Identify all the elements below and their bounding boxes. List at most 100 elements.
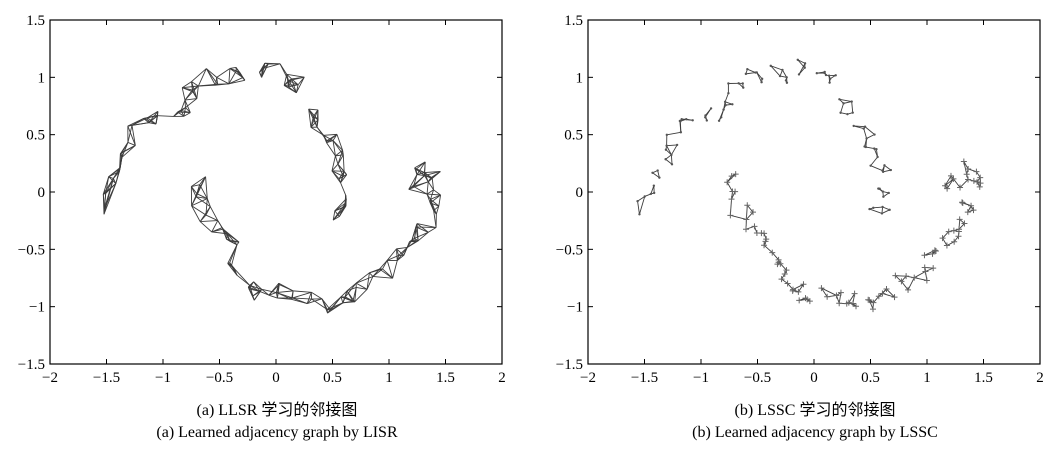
node-plus-marker — [806, 298, 813, 305]
graph-edge — [424, 172, 432, 179]
graph-edge — [416, 223, 419, 241]
graph-edge — [260, 291, 270, 296]
graph-edge — [798, 63, 806, 75]
node-dot-marker — [873, 147, 876, 150]
graph-edge — [248, 281, 255, 290]
graph-edge — [283, 85, 297, 94]
graph-edge — [108, 176, 114, 179]
node-plus-marker — [974, 178, 981, 185]
graph-edge — [770, 65, 781, 77]
graph-edge — [226, 233, 238, 246]
graph-edge — [191, 81, 199, 87]
graph-edge — [306, 292, 312, 304]
y-tick-label: 1.5 — [26, 13, 45, 29]
graph-edge — [311, 291, 323, 300]
node-dot-marker — [679, 131, 683, 134]
node-dot-marker — [754, 71, 757, 74]
graph-edge — [191, 184, 200, 187]
node-plus-marker — [970, 177, 977, 184]
graph-edge — [216, 76, 230, 85]
node-dot-marker — [889, 168, 893, 172]
graph-edge — [103, 183, 117, 195]
node-dot-marker — [727, 82, 730, 85]
graph-edge — [901, 281, 909, 291]
node-dot-marker — [704, 116, 707, 119]
graph-edge — [183, 107, 186, 117]
node-dot-marker — [643, 195, 646, 198]
node-dot-marker — [827, 74, 831, 77]
graph-edge — [337, 163, 347, 175]
node-plus-marker — [843, 300, 850, 307]
graph-edge — [247, 286, 255, 301]
node-dot-marker — [876, 155, 879, 159]
graph-edge — [308, 109, 312, 128]
node-dot-marker — [769, 64, 772, 68]
graph-edge — [797, 59, 806, 64]
node-plus-marker — [743, 216, 750, 223]
node-plus-marker — [800, 281, 807, 288]
node-dot-marker — [675, 143, 679, 147]
graph-edge — [268, 282, 280, 296]
graph-edge — [211, 228, 224, 233]
caption-b-chinese: (b) LSSC 学习的邻接图 — [735, 401, 896, 419]
node-dot-marker — [828, 77, 832, 80]
graph-edge — [427, 177, 432, 182]
graph-edge — [873, 296, 880, 303]
graph-edge — [321, 298, 328, 314]
graph-edge — [131, 125, 136, 146]
node-dot-marker — [785, 81, 789, 84]
graph-edge — [411, 223, 418, 241]
x-tick-label: 1.5 — [436, 370, 455, 386]
graph-edge — [731, 191, 736, 200]
graph-edge — [120, 142, 129, 154]
node-dot-marker — [705, 119, 709, 122]
y-tick-label: −1 — [29, 300, 45, 316]
graph-edge — [316, 119, 319, 128]
graph-edge — [253, 281, 261, 292]
graph-edge — [216, 77, 219, 85]
node-dot-marker — [875, 147, 878, 151]
node-plus-marker — [911, 274, 918, 281]
node-dot-marker — [823, 70, 826, 74]
node-plus-marker — [795, 288, 802, 295]
y-tick-label: 1.5 — [564, 13, 583, 29]
node-plus-marker — [833, 292, 840, 299]
node-plus-marker — [853, 303, 860, 310]
graph-edge — [334, 198, 347, 212]
graph-edge — [724, 93, 729, 103]
graph-edge — [870, 156, 878, 166]
graph-edge — [295, 77, 305, 93]
graph-edge — [787, 283, 794, 290]
graph-edge — [792, 283, 804, 290]
graph-edge — [308, 108, 319, 121]
node-dot-marker — [781, 68, 784, 72]
node-dot-marker — [652, 184, 656, 187]
graph-edge — [756, 72, 762, 83]
graph-edge — [199, 221, 213, 233]
graph-edge — [288, 76, 305, 82]
node-plus-marker — [965, 176, 972, 183]
node-plus-marker — [905, 286, 912, 293]
graph-edge — [335, 154, 344, 157]
graph-edge — [416, 223, 429, 233]
node-dot-marker — [680, 118, 683, 121]
graph-edge — [724, 101, 733, 105]
graph-edge — [340, 296, 344, 303]
x-tick-label: 1 — [923, 370, 931, 386]
node-plus-marker — [977, 180, 984, 187]
graph-edge — [326, 134, 338, 144]
x-tick-label: −0.5 — [206, 370, 233, 386]
graph-edge — [180, 110, 185, 117]
node-plus-marker — [732, 188, 739, 195]
graph-edge — [426, 189, 434, 195]
node-dot-marker — [838, 98, 841, 101]
graph-edge — [942, 231, 950, 239]
node-plus-marker — [761, 230, 768, 237]
y-tick-label: −0.5 — [18, 242, 45, 258]
graph-edge — [148, 111, 159, 124]
node-dot-marker — [888, 208, 891, 212]
graph-edge — [352, 287, 357, 302]
node-plus-marker — [727, 212, 734, 219]
graph-edge — [276, 292, 292, 300]
